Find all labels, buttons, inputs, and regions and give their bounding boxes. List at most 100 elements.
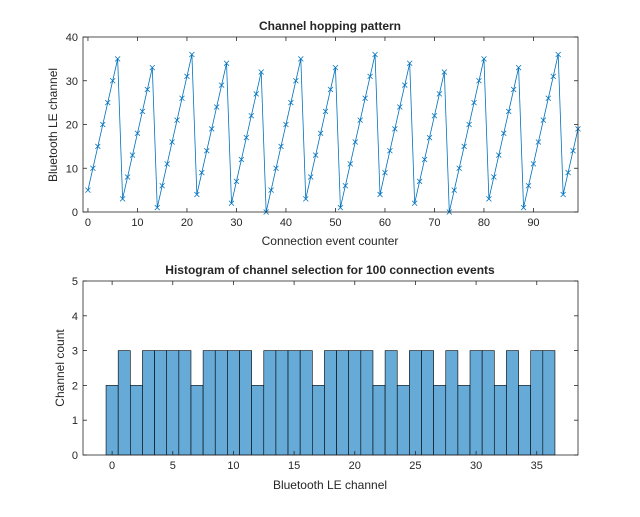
hopping-data-point xyxy=(307,174,314,180)
histogram-bar xyxy=(287,350,301,456)
hopping-data-point xyxy=(540,117,547,123)
hopping-data-point xyxy=(515,64,522,71)
histogram-xtick-label: 0 xyxy=(109,460,115,472)
hopping-data-point xyxy=(278,143,284,150)
hopping-data-point xyxy=(179,95,185,102)
histogram-bar xyxy=(214,350,228,456)
hopping-data-point xyxy=(461,143,467,150)
histogram-bar xyxy=(530,350,544,456)
hopping-data-point xyxy=(129,152,136,158)
hopping-data-point xyxy=(565,169,571,176)
histogram-bar xyxy=(202,350,216,456)
histogram-bar xyxy=(481,350,495,456)
hopping-data-point xyxy=(481,56,487,62)
hopping-data-point xyxy=(302,196,309,202)
hopping-data-point xyxy=(535,139,542,145)
hopping-data-point xyxy=(189,51,195,58)
hopping-data-point xyxy=(530,161,537,167)
histogram-bar xyxy=(312,385,325,456)
histogram-bar xyxy=(117,350,131,456)
hopping-data-point xyxy=(421,156,428,163)
hopping-data-point xyxy=(486,196,492,202)
hopping-axes-box xyxy=(82,36,579,213)
hopping-data-point xyxy=(243,134,250,141)
histogram-bar xyxy=(348,350,362,456)
histogram-ytick-label: 4 xyxy=(72,311,78,323)
histogram-bar xyxy=(166,350,180,456)
hopping-xtick-label: 90 xyxy=(527,217,539,229)
hopping-data-point xyxy=(104,99,111,106)
histogram-bar xyxy=(469,350,483,456)
hopping-ytick-label: 0 xyxy=(72,207,78,219)
histogram-axes-box xyxy=(82,280,579,456)
histogram-axes: Histogram of channel selection for 100 c… xyxy=(53,263,579,492)
hopping-xtick-label: 20 xyxy=(181,217,193,229)
hopping-data-point xyxy=(411,200,418,207)
histogram-bar xyxy=(409,350,422,456)
hopping-data-point xyxy=(233,178,240,185)
hopping-data-point xyxy=(268,187,274,193)
hopping-data-point xyxy=(228,200,235,207)
hopping-data-point xyxy=(253,91,260,97)
hopping-series-line xyxy=(87,54,579,213)
hopping-data-point xyxy=(476,77,482,84)
hopping-data-point xyxy=(283,121,289,128)
hopping-data-point xyxy=(85,187,91,193)
histogram-bar xyxy=(421,350,434,456)
hopping-data-point xyxy=(184,73,190,80)
hopping-data-point xyxy=(431,112,438,119)
hopping-xtick-label: 10 xyxy=(131,217,143,229)
hopping-ytick-label: 30 xyxy=(66,76,78,88)
hopping-data-point xyxy=(238,156,245,163)
histogram-bar xyxy=(251,385,265,456)
hopping-data-point xyxy=(164,161,170,167)
histogram-bar xyxy=(360,350,374,456)
hopping-data-point xyxy=(258,69,264,75)
histogram-xtick-label: 15 xyxy=(288,460,300,472)
hopping-xtick-label: 40 xyxy=(280,217,292,229)
hopping-data-point xyxy=(392,126,398,132)
hopping-data-point xyxy=(352,139,359,145)
hopping-data-point xyxy=(510,86,517,93)
hopping-data-point xyxy=(327,86,334,93)
histogram-ytick-label: 2 xyxy=(72,380,78,392)
hopping-data-point xyxy=(293,77,299,84)
hopping-ylabel: Bluetooth LE channel xyxy=(46,68,60,182)
hopping-data-point xyxy=(273,165,279,172)
hopping-data-point xyxy=(401,82,408,88)
hopping-data-point xyxy=(500,130,507,137)
histogram-bar xyxy=(372,385,386,456)
histogram-xtick-label: 20 xyxy=(349,460,361,472)
hopping-data-point xyxy=(139,108,146,115)
histogram-ytick-label: 3 xyxy=(72,346,78,358)
histogram-bar xyxy=(275,350,289,456)
hopping-xlabel: Connection event counter xyxy=(262,234,399,248)
hopping-data-point xyxy=(426,134,433,141)
hopping-ytick-label: 10 xyxy=(66,163,78,175)
hopping-data-point xyxy=(154,204,161,211)
hopping-data-point xyxy=(332,64,339,71)
histogram-ytick-label: 0 xyxy=(72,450,78,462)
histogram-bar xyxy=(227,350,240,456)
histogram-bar xyxy=(445,350,459,456)
hopping-data-point xyxy=(397,104,403,110)
histogram-bar xyxy=(142,350,155,456)
hopping-data-point xyxy=(194,191,200,198)
hopping-data-point xyxy=(90,165,96,172)
hopping-data-point xyxy=(124,174,131,180)
histogram-xtick-label: 5 xyxy=(170,460,176,472)
hopping-data-point xyxy=(505,108,512,115)
hopping-data-point xyxy=(441,69,448,75)
histogram-bar xyxy=(433,385,447,456)
hopping-data-point xyxy=(362,95,368,102)
histogram-xtick-label: 30 xyxy=(470,460,482,472)
hopping-data-point xyxy=(570,147,576,154)
hopping-data-point xyxy=(208,126,215,132)
histogram-bar xyxy=(506,350,519,456)
hopping-data-point xyxy=(317,130,324,137)
hopping-data-point xyxy=(520,204,527,211)
hopping-axes: Channel hopping pattern Connection event… xyxy=(46,19,581,248)
hopping-data-point xyxy=(203,147,210,154)
hopping-data-point xyxy=(95,143,101,150)
